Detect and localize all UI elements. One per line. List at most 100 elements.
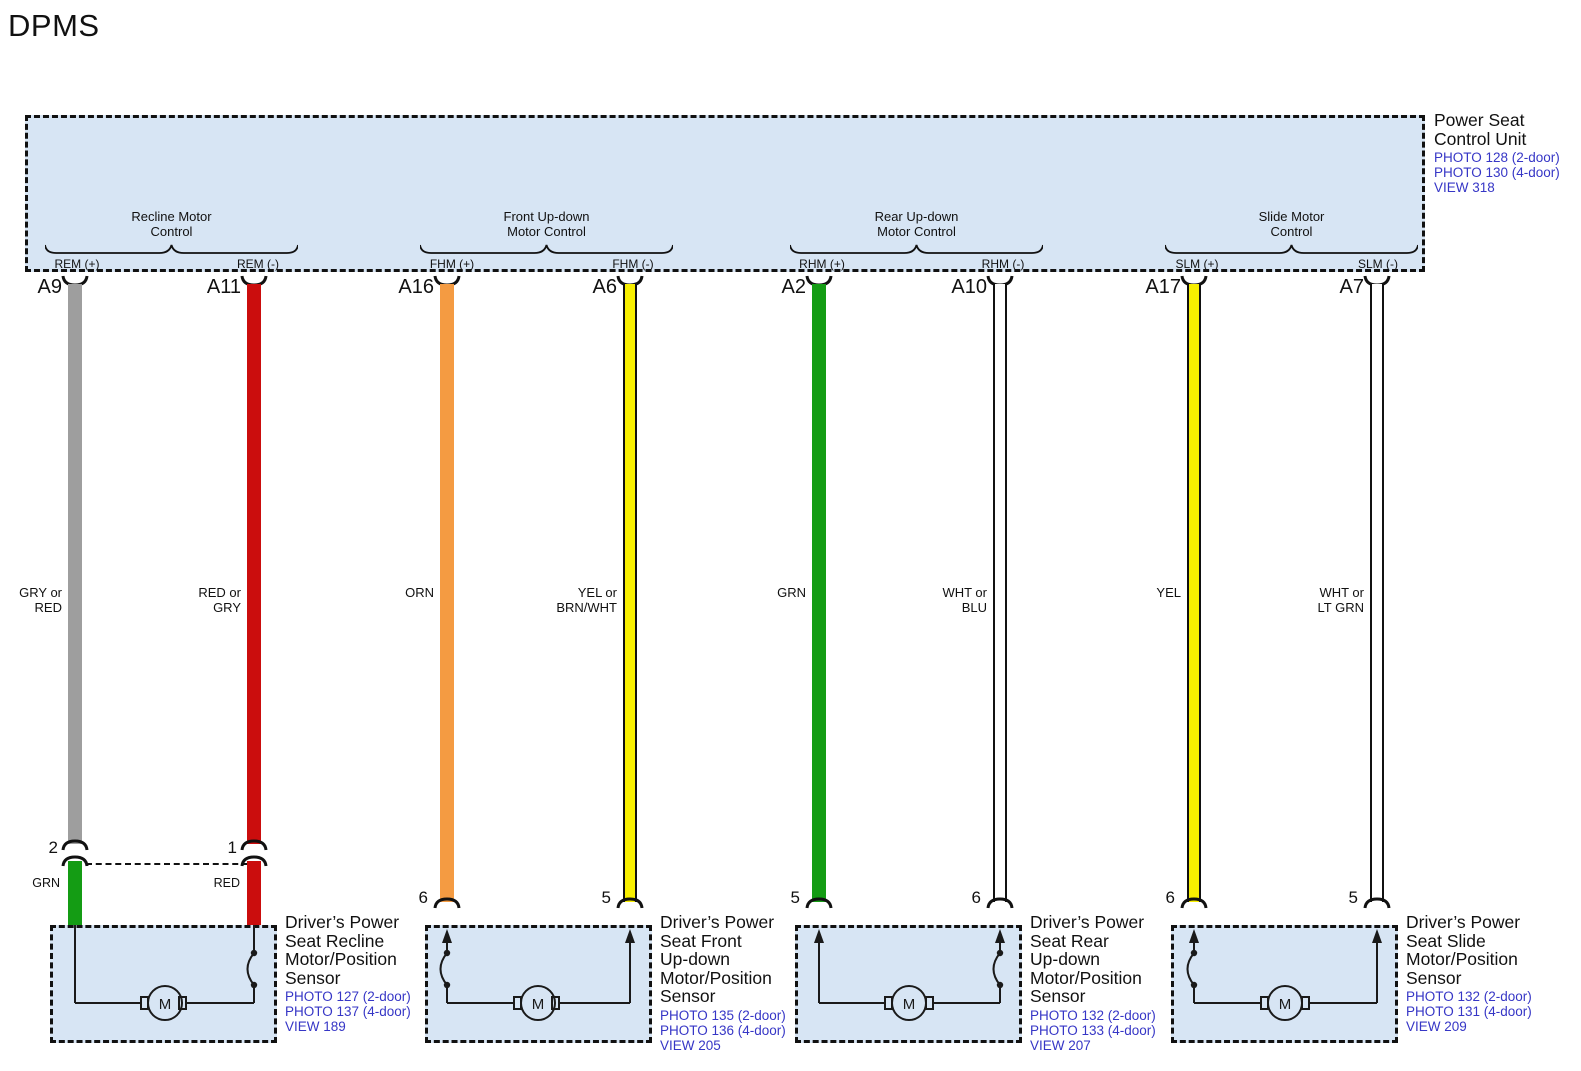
pigtail-wire-red	[247, 861, 261, 925]
motor-control-group-recline: Recline Motor Control REM (+) REM (-)	[45, 209, 298, 272]
view-ref-link[interactable]: VIEW 207	[1030, 1037, 1091, 1053]
group-title: Rear Up-down Motor Control	[874, 209, 959, 239]
photo-ref-link[interactable]: PHOTO 127 (2-door)	[285, 989, 411, 1005]
reference-links: PHOTO 135 (2-door) PHOTO 136 (4-door) VI…	[660, 1008, 786, 1053]
pin-signal-label: RHM (+)	[799, 257, 845, 271]
component-name: Driver’s Power Seat Recline Motor/Positi…	[285, 912, 400, 988]
component-name: Driver’s Power Seat Rear Up-down Motor/P…	[1030, 912, 1145, 1007]
brace-icon	[1165, 244, 1418, 254]
pin-signal-label: SLM (+)	[1175, 257, 1219, 271]
view-ref-link[interactable]: VIEW 318	[1434, 180, 1495, 196]
motor-symbol: M	[903, 996, 916, 1013]
photo-ref-link[interactable]: PHOTO 132 (2-door)	[1406, 989, 1532, 1005]
motor-control-group-slide: Slide Motor Control SLM (+) SLM (-)	[1165, 209, 1418, 272]
photo-ref-link[interactable]: PHOTO 130 (4-door)	[1434, 165, 1560, 181]
connector-pin-label: A9	[37, 276, 62, 298]
motor-circuit: M	[74, 925, 258, 1021]
pigtail-color-label: RED	[213, 876, 240, 890]
motor-symbol: M	[1279, 996, 1292, 1013]
photo-ref-link[interactable]: PHOTO 132 (2-door)	[1030, 1007, 1156, 1023]
motor-caption-rear-updown: Driver’s Power Seat Rear Up-down Motor/P…	[1030, 913, 1156, 1053]
connector-cavity-number: 1	[227, 838, 237, 857]
terminal-cap-icon	[240, 839, 268, 851]
motor-circuit: M	[1186, 929, 1382, 1021]
brace-icon	[790, 244, 1043, 254]
photo-ref-link[interactable]: PHOTO 135 (2-door)	[660, 1007, 786, 1023]
connector-pin-label: A6	[592, 276, 617, 298]
terminal-cap-icon	[240, 855, 268, 867]
connector-cavity-number: 5	[790, 888, 800, 907]
connector-cavity-number: 5	[1348, 888, 1358, 907]
pin-signal-label: FHM (+)	[429, 257, 475, 271]
wire-color-label: WHT or BLU	[942, 585, 987, 616]
wire-color-label: RED or GRY	[198, 585, 241, 616]
photo-ref-link[interactable]: PHOTO 137 (4-door)	[285, 1004, 411, 1020]
reference-links: PHOTO 128 (2-door) PHOTO 130 (4-door) VI…	[1434, 150, 1560, 195]
motor-caption-front-updown: Driver’s Power Seat Front Up-down Motor/…	[660, 913, 786, 1053]
wire-a16-orn	[440, 284, 454, 902]
terminal-cap-icon	[1180, 897, 1208, 909]
group-title: Slide Motor Control	[1258, 209, 1325, 239]
connector-pin-label: A16	[398, 276, 434, 298]
connector-cavity-number: 2	[48, 838, 58, 857]
connector-pin-label: A10	[951, 276, 987, 298]
connector-pin-label: A7	[1339, 276, 1364, 298]
terminal-cap-icon	[1363, 897, 1391, 909]
motor-symbol: M	[532, 996, 545, 1013]
wire-color-label: ORN	[405, 585, 434, 600]
photo-ref-link[interactable]: PHOTO 128 (2-door)	[1434, 150, 1560, 166]
wire-a6-yel	[623, 284, 637, 902]
pin-signal-label: REM (-)	[237, 257, 279, 271]
wire-a7-wht	[1370, 284, 1384, 902]
wire-color-label: YEL	[1156, 585, 1181, 600]
connector-cavity-number: 5	[601, 888, 611, 907]
wire-a17-yel	[1187, 284, 1201, 902]
pigtail-color-label: GRN	[32, 876, 60, 890]
motor-control-group-rear-updown: Rear Up-down Motor Control RHM (+) RHM (…	[790, 209, 1043, 272]
motor-caption-slide: Driver’s Power Seat Slide Motor/Position…	[1406, 913, 1532, 1035]
motor-box-rear-updown: M	[795, 925, 1022, 1043]
group-title: Front Up-down Motor Control	[503, 209, 590, 239]
component-name: Power Seat Control Unit	[1434, 110, 1527, 149]
terminal-cap-icon	[433, 897, 461, 909]
wire-a11-red	[247, 284, 261, 844]
terminal-cap-icon	[616, 897, 644, 909]
page-title: DPMS	[8, 8, 100, 43]
view-ref-link[interactable]: VIEW 209	[1406, 1019, 1467, 1035]
terminal-cap-icon	[61, 839, 89, 851]
pin-signal-label: SLM (-)	[1358, 257, 1398, 271]
wire-color-label: GRN	[777, 585, 806, 600]
pin-signal-label: RHM (-)	[981, 257, 1025, 271]
reference-links: PHOTO 132 (2-door) PHOTO 133 (4-door) VI…	[1030, 1008, 1156, 1053]
motor-box-slide: M	[1171, 925, 1398, 1043]
inline-connector-dashed-line	[86, 863, 248, 865]
connector-pin-label: A11	[206, 276, 241, 298]
view-ref-link[interactable]: VIEW 205	[660, 1037, 721, 1053]
wire-color-label: WHT or LT GRN	[1317, 585, 1364, 616]
pin-signal-label: REM (+)	[54, 257, 100, 271]
motor-circuit: M	[814, 929, 1005, 1021]
reference-links: PHOTO 132 (2-door) PHOTO 131 (4-door) VI…	[1406, 989, 1532, 1034]
photo-ref-link[interactable]: PHOTO 136 (4-door)	[660, 1022, 786, 1038]
connector-cavity-number: 6	[418, 888, 428, 907]
motor-caption-recline: Driver’s Power Seat Recline Motor/Positi…	[285, 913, 411, 1035]
component-name: Driver’s Power Seat Slide Motor/Position…	[1406, 912, 1521, 988]
group-title: Recline Motor Control	[131, 209, 212, 239]
photo-ref-link[interactable]: PHOTO 133 (4-door)	[1030, 1022, 1156, 1038]
photo-ref-link[interactable]: PHOTO 131 (4-door)	[1406, 1004, 1532, 1020]
motor-box-recline: M	[50, 925, 277, 1043]
wire-a9-gry	[68, 284, 82, 844]
power-seat-control-unit-box: Recline Motor Control REM (+) REM (-) Fr…	[25, 115, 1425, 272]
connector-pin-label: A2	[781, 276, 806, 298]
motor-box-front-updown: M	[425, 925, 652, 1043]
view-ref-link[interactable]: VIEW 189	[285, 1019, 346, 1035]
reference-links: PHOTO 127 (2-door) PHOTO 137 (4-door) VI…	[285, 989, 411, 1034]
connector-cavity-number: 6	[971, 888, 981, 907]
terminal-cap-icon	[805, 897, 833, 909]
brace-icon	[420, 244, 673, 254]
wire-color-label: GRY or RED	[19, 585, 62, 616]
component-name: Driver’s Power Seat Front Up-down Motor/…	[660, 912, 775, 1007]
terminal-cap-icon	[61, 855, 89, 867]
motor-symbol: M	[159, 996, 172, 1013]
